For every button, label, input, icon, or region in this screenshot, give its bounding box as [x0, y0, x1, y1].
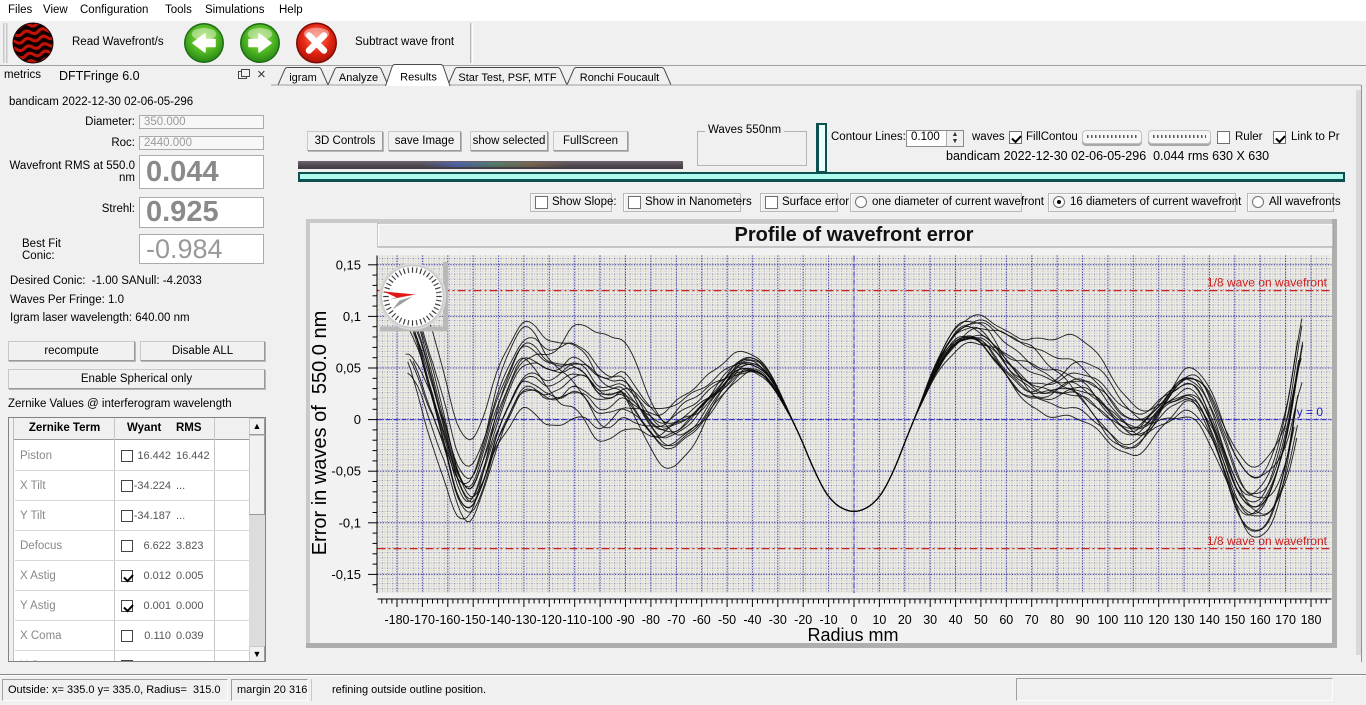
svg-text:-170: -170 [410, 613, 435, 627]
svg-text:0: 0 [354, 412, 361, 427]
svg-text:y = 0: y = 0 [1297, 405, 1324, 419]
svg-text:10: 10 [872, 613, 886, 627]
svg-text:igram: igram [289, 72, 317, 84]
svg-text:-160: -160 [435, 613, 460, 627]
svg-text:-80: -80 [642, 613, 660, 627]
svg-text:70: 70 [1025, 613, 1039, 627]
svg-text:0,1: 0,1 [343, 309, 361, 324]
svg-text:Analyze: Analyze [339, 72, 378, 84]
svg-text:-120: -120 [537, 613, 562, 627]
svg-text:-180: -180 [384, 613, 409, 627]
svg-text:130: 130 [1174, 613, 1195, 627]
svg-text:0,15: 0,15 [336, 257, 361, 272]
svg-text:-50: -50 [718, 613, 736, 627]
svg-text:-0,15: -0,15 [331, 567, 361, 582]
svg-text:Ronchi Foucault: Ronchi Foucault [580, 72, 660, 84]
svg-text:Error in waves of 550.0 nm: Error in waves of 550.0 nm [309, 311, 331, 556]
svg-text:Radius mm: Radius mm [807, 625, 898, 645]
svg-text:1/8 wave on wavefront: 1/8 wave on wavefront [1207, 534, 1328, 548]
svg-text:-110: -110 [563, 613, 587, 627]
svg-text:-10: -10 [820, 613, 838, 627]
svg-text:-60: -60 [693, 613, 711, 627]
svg-text:-140: -140 [486, 613, 511, 627]
svg-text:Star Test, PSF, MTF: Star Test, PSF, MTF [458, 72, 556, 84]
svg-text:170: 170 [1275, 613, 1296, 627]
svg-text:90: 90 [1076, 613, 1090, 627]
svg-text:-150: -150 [461, 613, 486, 627]
svg-text:60: 60 [999, 613, 1013, 627]
svg-text:50: 50 [974, 613, 988, 627]
svg-text:-70: -70 [667, 613, 685, 627]
svg-text:140: 140 [1199, 613, 1220, 627]
svg-text:180: 180 [1301, 613, 1322, 627]
svg-text:0: 0 [851, 613, 858, 627]
svg-text:Results: Results [400, 72, 437, 84]
svg-text:-100: -100 [588, 613, 613, 627]
svg-text:40: 40 [949, 613, 963, 627]
svg-text:120: 120 [1148, 613, 1169, 627]
svg-text:-30: -30 [769, 613, 787, 627]
svg-text:100: 100 [1097, 613, 1118, 627]
svg-text:-130: -130 [511, 613, 536, 627]
svg-text:150: 150 [1224, 613, 1245, 627]
svg-text:1/8 wave on wavefront: 1/8 wave on wavefront [1207, 276, 1328, 290]
svg-text:-0,05: -0,05 [331, 464, 361, 479]
svg-text:-90: -90 [616, 613, 634, 627]
svg-text:30: 30 [923, 613, 937, 627]
svg-text:20: 20 [898, 613, 912, 627]
svg-text:0,05: 0,05 [336, 361, 361, 376]
svg-text:-0,1: -0,1 [339, 515, 361, 530]
svg-text:80: 80 [1050, 613, 1064, 627]
svg-text:-20: -20 [794, 613, 812, 627]
svg-text:Profile of wavefront error: Profile of wavefront error [735, 224, 974, 246]
svg-text:-40: -40 [743, 613, 761, 627]
svg-text:160: 160 [1250, 613, 1271, 627]
svg-text:110: 110 [1123, 613, 1143, 627]
